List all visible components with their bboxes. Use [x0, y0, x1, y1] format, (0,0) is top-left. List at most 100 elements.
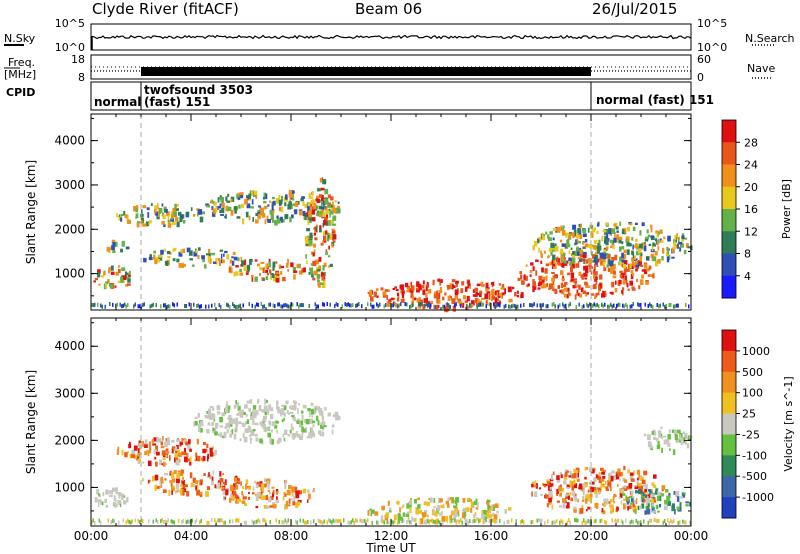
- velocity-echo-cell: [257, 400, 260, 404]
- velocity-echo-cell: [321, 420, 324, 426]
- power-echo-cell: [120, 217, 123, 222]
- power-echo-cell: [311, 206, 315, 210]
- power-echo-cell: [120, 276, 123, 283]
- power-echo-cell: [322, 265, 325, 271]
- velocity-noise-cell: [332, 518, 334, 523]
- power-echo-cell: [577, 292, 580, 296]
- power-echo-cell: [308, 239, 313, 246]
- power-noise-cell: [97, 302, 99, 307]
- velocity-echo-cell: [487, 499, 491, 503]
- velocity-echo-cell: [144, 451, 148, 455]
- power-echo-cell: [260, 261, 265, 264]
- power-echo-cell: [296, 263, 300, 268]
- velocity-echo-cell: [267, 480, 270, 486]
- power-echo-cell: [604, 235, 608, 241]
- velocity-noise-cell: [521, 519, 523, 524]
- power-echo-cell: [121, 240, 125, 247]
- velocity-noise-cell: [541, 519, 543, 523]
- velocity-echo-cell: [241, 500, 246, 504]
- power-echo-cell: [171, 221, 176, 225]
- power-echo-cell: [262, 267, 265, 273]
- power-echo-cell: [128, 270, 131, 277]
- velocity-echo-cell: [622, 485, 625, 488]
- power-echo-cell: [494, 297, 498, 304]
- power-echo-cell: [158, 208, 163, 213]
- velocity-echo-cell: [595, 474, 599, 479]
- power-noise-cell: [419, 302, 421, 307]
- power-echo-cell: [575, 239, 578, 245]
- velocity-noise-cell: [134, 518, 136, 523]
- velocity-echo-cell: [230, 430, 232, 433]
- power-echo-cell: [649, 274, 653, 277]
- velocity-noise-cell: [305, 520, 307, 525]
- power-echo-cell: [396, 292, 400, 297]
- power-echo-cell: [589, 266, 591, 273]
- power-echo-cell: [451, 279, 456, 283]
- power-echo-cell: [332, 215, 337, 221]
- velocity-echo-cell: [595, 493, 598, 498]
- velocity-noise-cell: [589, 520, 591, 525]
- velocity-echo-cell: [209, 447, 213, 454]
- power-noise-cell: [649, 302, 651, 307]
- velocity-echo-cell: [453, 505, 457, 508]
- power-echo-cell: [316, 280, 320, 283]
- power-echo-cell: [430, 300, 433, 305]
- power-echo-cell: [255, 212, 259, 216]
- cpid-panel-frame: [90, 81, 692, 111]
- velocity-echo-cell: [634, 486, 639, 490]
- power-echo-cell: [466, 295, 470, 302]
- power-echo-cell: [153, 209, 157, 214]
- power-echo-cell: [248, 193, 251, 200]
- freq-label: Freq.: [8, 56, 36, 69]
- velocity-echo-cell: [293, 401, 298, 404]
- velocity-echo-cell: [623, 479, 628, 483]
- power-noise-cell: [470, 303, 472, 308]
- power-echo-cell: [384, 289, 389, 292]
- power-noise-cell: [298, 304, 300, 309]
- velocity-echo-cell: [487, 503, 490, 507]
- power-echo-cell: [373, 291, 377, 298]
- power-echo-cell: [684, 237, 688, 240]
- power-echo-cell: [512, 286, 515, 290]
- power-echo-cell: [426, 284, 429, 287]
- power-echo-cell: [154, 211, 158, 216]
- power-noise-cell: [337, 303, 339, 307]
- velocity-colorbar-frame: [721, 329, 737, 519]
- power-echo-cell: [220, 213, 224, 216]
- power-echo-cell: [331, 243, 334, 248]
- velocity-echo-cell: [182, 484, 185, 489]
- power-echo-cell: [215, 257, 218, 262]
- power-noise-cell: [455, 302, 457, 307]
- power-echo-cell: [452, 305, 456, 312]
- velocity-echo-cell: [310, 402, 314, 406]
- velocity-echo-cell: [637, 477, 639, 481]
- power-noise-cell: [659, 303, 661, 308]
- velocity-echo-cell: [109, 490, 112, 494]
- velocity-echo-cell: [556, 493, 559, 496]
- power-echo-cell: [314, 237, 318, 241]
- velocity-echo-cell: [581, 499, 585, 502]
- velocity-echo-cell: [337, 417, 340, 421]
- power-echo-cell: [572, 254, 575, 258]
- power-echo-cell: [648, 265, 652, 270]
- power-echo-cell: [285, 263, 289, 268]
- velocity-echo-cell: [481, 510, 485, 513]
- power-echo-cell: [593, 256, 596, 263]
- power-echo-cell: [583, 265, 586, 271]
- velocity-echo-cell: [461, 509, 466, 512]
- velocity-noise-cell: [560, 518, 562, 523]
- power-echo-cell: [560, 282, 564, 289]
- power-echo-cell: [170, 211, 175, 217]
- velocity-echo-cell: [410, 497, 412, 501]
- velocity-echo-cell: [680, 442, 684, 446]
- power-echo-cell: [118, 268, 121, 274]
- velocity-echo-cell: [96, 489, 100, 495]
- power-echo-cell: [167, 215, 170, 221]
- power-echo-cell: [619, 246, 622, 252]
- power-echo-cell: [158, 254, 163, 261]
- velocity-echo-cell: [429, 519, 432, 523]
- cpid-mode-twofsound: twofsound 3503: [144, 83, 253, 97]
- velocity-echo-cell: [148, 441, 151, 448]
- power-echo-cell: [156, 259, 161, 263]
- xtick-label: 04:00: [174, 529, 209, 543]
